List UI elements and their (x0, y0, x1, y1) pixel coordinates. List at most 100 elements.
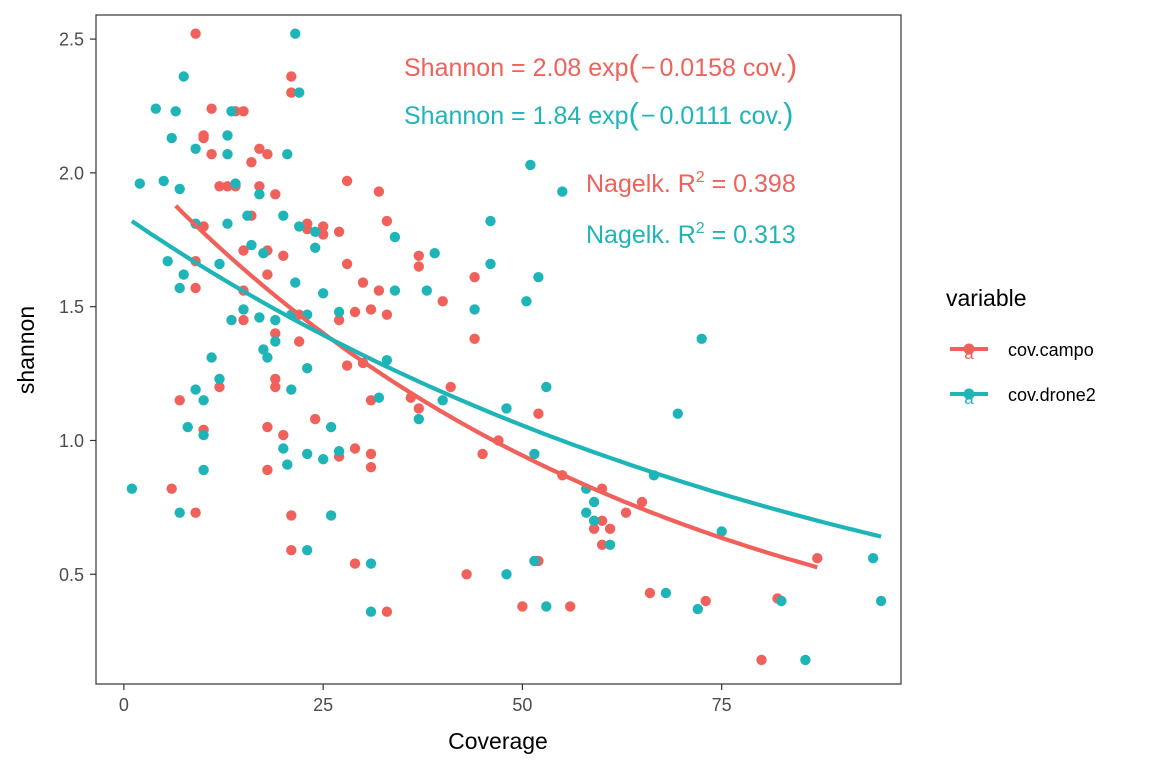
data-point-cov-drone2-77 (529, 448, 540, 460)
data-point-cov-campo-76 (477, 448, 488, 460)
data-point-cov-campo-48 (333, 314, 345, 326)
data-point-cov-campo-24 (254, 181, 265, 192)
data-point-cov-drone2-67 (421, 285, 432, 296)
y-axis: 0.5 1.0 1.5 2.0 2.5 (59, 30, 96, 585)
data-point-cov-drone2-5 (166, 132, 177, 144)
data-point-cov-campo-33 (270, 381, 281, 393)
data-point-cov-campo-58 (365, 304, 377, 315)
data-point-cov-drone2-60 (365, 558, 377, 569)
data-point-cov-campo-28 (262, 421, 273, 433)
data-point-cov-campo-62 (373, 186, 385, 197)
x-tick-label-1: 25 (313, 695, 333, 715)
data-point-cov-drone2-1 (134, 178, 145, 189)
data-point-cov-campo-34 (278, 250, 289, 261)
fit-line-cov-drone2 (130, 219, 882, 539)
data-point-cov-drone2-44 (290, 28, 301, 39)
legend-item-campo: a cov.campo (950, 340, 1094, 363)
data-point-cov-drone2-97 (875, 595, 887, 607)
data-point-cov-campo-70 (413, 403, 424, 414)
data-point-cov-drone2-89 (660, 587, 672, 599)
data-point-cov-drone2-51 (302, 545, 313, 556)
data-point-cov-campo-60 (365, 448, 377, 460)
data-point-cov-campo-74 (469, 272, 480, 283)
data-point-cov-campo-39 (286, 545, 297, 556)
data-point-cov-drone2-7 (174, 183, 185, 195)
data-point-cov-drone2-27 (230, 178, 241, 189)
data-point-cov-drone2-61 (365, 606, 377, 617)
data-point-cov-drone2-57 (325, 510, 337, 521)
r2-campo: Nagelk. R2 = 0.398 (586, 169, 796, 198)
data-point-cov-drone2-91 (696, 333, 707, 344)
data-point-cov-drone2-73 (501, 403, 512, 414)
data-point-cov-campo-50 (341, 175, 353, 187)
data-point-cov-campo-56 (357, 277, 369, 288)
data-point-cov-drone2-54 (318, 288, 329, 299)
x-tick-label-2: 50 (512, 695, 532, 715)
data-point-cov-campo-51 (341, 258, 353, 270)
y-tick-label-1: 1.0 (59, 431, 84, 451)
data-point-cov-drone2-50 (302, 448, 313, 460)
data-point-cov-campo-38 (286, 510, 297, 521)
equation-drone2: Shannon = 1.84 exp(− 0.0111 cov.) (404, 96, 793, 131)
data-point-cov-campo-54 (349, 443, 361, 454)
data-point-cov-campo-18 (238, 245, 249, 256)
data-point-cov-drone2-47 (294, 221, 305, 232)
data-point-cov-campo-46 (318, 229, 329, 240)
data-point-cov-drone2-72 (485, 258, 496, 270)
legend-key-point-drone2 (963, 388, 975, 400)
data-point-cov-campo-64 (381, 215, 393, 227)
data-point-cov-drone2-62 (373, 392, 385, 403)
data-point-cov-drone2-6 (170, 106, 181, 117)
data-point-cov-campo-87 (604, 523, 616, 534)
equation-campo: Shannon = 2.08 exp(− 0.0158 cov.) (404, 48, 797, 83)
data-point-cov-drone2-21 (214, 373, 225, 385)
data-point-cov-drone2-46 (294, 87, 305, 98)
data-point-cov-campo-29 (262, 464, 273, 476)
data-point-cov-drone2-45 (290, 277, 301, 288)
data-point-cov-drone2-32 (254, 189, 265, 200)
y-axis-title: shannon (13, 306, 39, 394)
data-point-cov-drone2-37 (270, 314, 281, 326)
r2-drone2: Nagelk. R2 = 0.313 (586, 220, 796, 249)
data-point-cov-drone2-17 (198, 429, 209, 441)
data-point-cov-campo-13 (214, 381, 225, 393)
data-point-cov-campo-36 (286, 71, 297, 82)
fit-lines (130, 204, 882, 570)
data-point-cov-campo-11 (206, 149, 217, 160)
data-point-cov-drone2-10 (178, 71, 189, 82)
data-point-cov-drone2-55 (318, 454, 329, 465)
data-point-cov-drone2-24 (222, 218, 233, 229)
data-point-cov-campo-3 (190, 282, 201, 294)
data-point-cov-drone2-30 (246, 239, 257, 251)
x-tick-label-3: 75 (712, 695, 732, 715)
x-axis: 0 25 50 75 (119, 684, 732, 715)
data-point-cov-drone2-28 (238, 304, 249, 315)
data-point-cov-drone2-70 (469, 304, 480, 315)
data-point-cov-campo-1 (166, 483, 177, 494)
data-point-cov-drone2-58 (333, 306, 345, 318)
data-point-cov-drone2-22 (222, 149, 233, 160)
data-point-cov-campo-37 (286, 87, 297, 98)
data-point-cov-drone2-80 (541, 601, 552, 612)
data-point-cov-drone2-78 (529, 555, 540, 567)
data-point-cov-campo-21 (246, 157, 257, 168)
plot-panel-border (95, 14, 902, 685)
data-point-cov-campo-72 (445, 381, 456, 393)
data-point-cov-campo-78 (517, 601, 528, 612)
legend-title: variable (946, 285, 1027, 311)
data-point-cov-campo-65 (381, 309, 393, 320)
data-point-cov-campo-40 (294, 336, 305, 347)
data-point-cov-drone2-35 (262, 352, 273, 363)
data-point-cov-campo-14 (222, 181, 233, 192)
data-point-cov-campo-45 (318, 221, 329, 232)
data-point-cov-campo-52 (341, 360, 353, 371)
data-point-cov-drone2-33 (258, 248, 269, 259)
data-point-cov-campo-83 (588, 523, 600, 534)
data-point-cov-campo-35 (278, 429, 289, 441)
data-point-cov-drone2-25 (226, 314, 237, 326)
data-point-cov-drone2-74 (501, 569, 512, 580)
data-point-cov-drone2-64 (389, 231, 401, 243)
data-point-cov-drone2-84 (581, 507, 592, 518)
data-point-cov-drone2-38 (278, 210, 289, 221)
data-point-cov-campo-53 (349, 306, 361, 318)
